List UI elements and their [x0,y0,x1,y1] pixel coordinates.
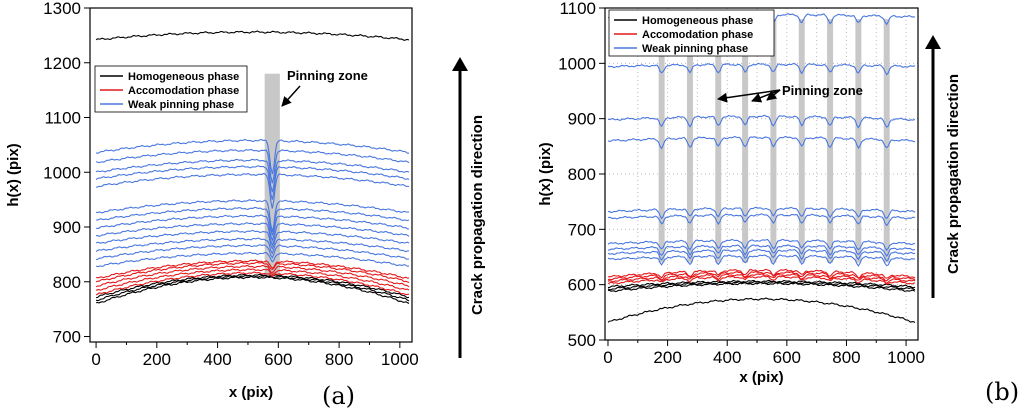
legend-entry: Accomodation phase [642,29,753,41]
series-line-11 [607,238,916,252]
x-tick-label: 400 [203,350,231,369]
series-line-18 [95,165,410,200]
pinning-zone-annotation: Pinning zone [782,83,863,98]
annotation-arrow [766,89,781,101]
panel-label-b: (b) [985,378,1019,406]
crack-propagation-label: Crack propagation direction [945,74,962,274]
y-tick-label: 1100 [559,0,596,18]
series-line-0 [607,297,916,323]
y-tick-label: 800 [53,273,81,292]
x-tick-label: 600 [264,350,292,369]
series-line-12 [607,213,916,227]
series-line-3 [607,279,916,289]
series-line-15 [96,206,410,236]
series-line-19 [95,158,410,193]
series-line-7 [607,268,916,279]
x-tick-label: 1000 [381,350,419,369]
series-line-9 [95,251,410,268]
panel-label-a: (a) [322,382,355,410]
y-tick-label: 1100 [44,109,81,128]
legend-entry: Homogeneous phase [642,15,753,27]
pinning-zone-band [855,19,862,263]
y-tick-label: 700 [568,220,596,239]
series-line-6 [95,264,410,288]
y-tick-label: 1000 [558,54,596,73]
series-line-5 [95,268,410,291]
pinning-zone-band [883,19,890,263]
y-tick-label: 900 [53,218,81,237]
pinning-zone-annotation: Pinning zone [287,68,368,83]
panel-a: 0 200 400 600 800 1000 700 800 900 1000 1100 1200 13… [5,0,486,401]
series-line-16 [95,199,410,233]
series-line-16 [607,62,916,76]
y-tick-label: 500 [568,331,596,350]
x-tick-label: 800 [325,350,353,369]
series-line-7 [95,261,410,284]
series-line-8 [96,259,409,279]
pinning-zone-band [827,19,834,263]
x-tick-label: 200 [653,348,681,367]
pinning-zone-band [658,19,665,263]
series-line-10 [608,244,916,257]
series-line-14 [96,214,410,243]
series-line-5 [607,273,916,285]
series-line-20 [95,148,410,184]
series-line-17 [95,173,410,209]
x-tick-label: 1000 [887,348,925,367]
series-line-15 [607,114,916,129]
series-line-9 [607,248,916,262]
series-line-0 [95,30,410,41]
series-line-13 [607,206,916,220]
y-tick-label: 700 [53,328,81,347]
series-line-4 [95,271,410,296]
x-tick-label: 200 [143,350,171,369]
pinning-zone-band [686,19,693,263]
legend-entry: Weak pinning phase [642,43,748,55]
series-line-2 [95,274,410,302]
y-tick-label: 600 [568,276,596,295]
x-tick-label: 800 [832,348,860,367]
plot-frame [89,7,413,343]
legend: Homogeneous phase Accomodation phase Weak … [94,65,248,113]
annotation-arrow [281,85,301,107]
x-axis-title: x (pix) [739,369,783,386]
y-tick-label: 1000 [43,163,81,182]
legend: Homogeneous phase Accomodation phase Weak … [608,9,775,57]
pinning-zone-band [770,19,777,263]
series-line-6 [607,271,916,282]
y-tick-label: 1300 [43,0,81,18]
series-line-11 [95,237,410,255]
x-tick-label: 0 [603,348,612,367]
series-line-2 [607,280,916,291]
pinning-zone-band [798,19,805,263]
series-line-14 [607,135,916,150]
x-tick-label: 400 [713,348,741,367]
series-line-4 [607,275,916,285]
y-tick-label: 1200 [43,54,81,73]
y-axis-title: h(x) (pix) [537,142,554,205]
pinning-zone-band [715,19,722,263]
y-tick-label: 800 [568,165,596,184]
legend-entry: Homogeneous phase [128,71,239,83]
legend-entry: Weak pinning phase [128,99,234,111]
series-line-3 [96,273,410,299]
crack-propagation-label: Crack propagation direction [469,115,486,315]
y-axis-title: h(x) (pix) [5,143,22,206]
series-line-21 [95,138,409,175]
series-line-13 [96,222,410,247]
pinning-zone-band [742,19,749,263]
series-line-12 [95,229,410,251]
x-tick-label: 600 [773,348,801,367]
y-tick-label: 900 [568,110,596,129]
x-axis-title: x (pix) [229,384,273,401]
legend-entry: Accomodation phase [128,85,239,97]
x-tick-label: 0 [91,350,100,369]
pinning-zone-band [264,73,280,277]
series-line-10 [96,244,410,261]
series-line-8 [607,254,916,267]
panel-b: 0 200 400 600 800 1000 500 600 700 800 900 1000 1100… [537,0,962,386]
